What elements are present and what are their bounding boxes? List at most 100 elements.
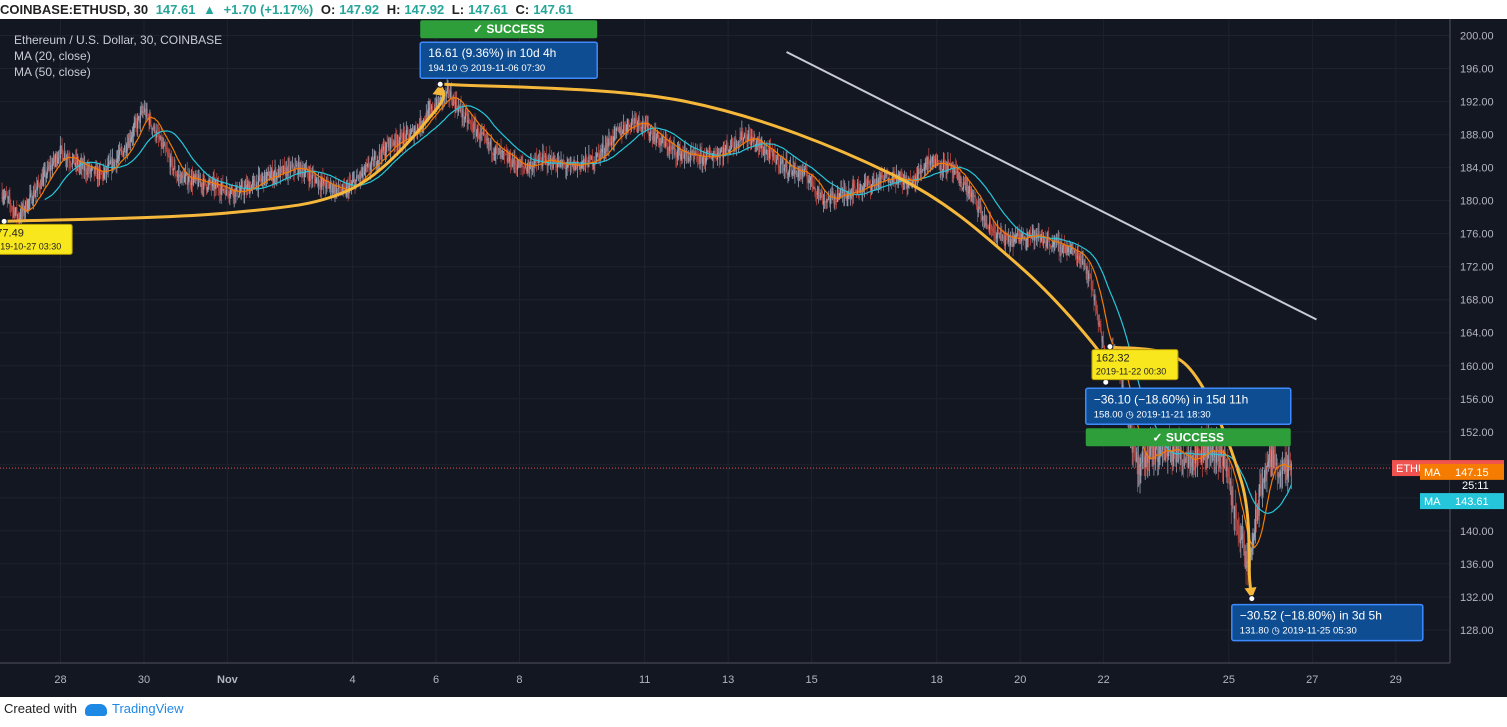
candle-body: [499, 148, 501, 155]
candle-body: [147, 115, 149, 118]
candle-body: [69, 161, 71, 164]
candle-body: [44, 170, 47, 179]
candle-body: [939, 166, 941, 170]
candle-body: [1058, 239, 1060, 252]
candle-body: [997, 229, 999, 235]
candle-body: [964, 182, 966, 185]
y-tick-label: 172.00: [1460, 262, 1494, 274]
candle-body: [885, 172, 887, 179]
candle-body: [641, 127, 643, 129]
candle-body: [394, 134, 396, 146]
measure-sub: 131.80 ◷ 2019-11-25 05:30: [1240, 626, 1357, 637]
candle-body: [1253, 533, 1255, 538]
candle-body: [381, 146, 383, 160]
candle-body: [686, 151, 688, 156]
candle-body: [1256, 507, 1258, 521]
candle-body: [1063, 245, 1065, 252]
candle-body: [1243, 539, 1245, 556]
candle-body: [155, 136, 157, 138]
candle-body: [236, 185, 238, 189]
candle-body: [1269, 449, 1272, 467]
candle-body: [230, 189, 232, 195]
axes: 200.00 196.00 192.00 188.00 184.00 180.00 176.…: [0, 19, 1504, 686]
candle-body: [890, 181, 892, 183]
candle-body: [279, 167, 281, 178]
candle-body: [849, 191, 851, 198]
candle-body: [160, 135, 162, 147]
low-value: 147.61: [468, 2, 508, 17]
candle-body: [385, 142, 387, 152]
candle-body: [317, 180, 320, 186]
candle-body: [94, 167, 96, 175]
candle-body: [367, 164, 369, 165]
candle-body: [828, 196, 830, 200]
success-badge-label: ✓ SUCCESS: [1153, 430, 1224, 444]
candle-body: [644, 120, 646, 130]
legend-ma50[interactable]: MA (50, close): [14, 65, 91, 79]
candle-body: [71, 164, 73, 166]
candle-body: [630, 121, 633, 130]
candle-body: [607, 142, 609, 147]
candle-body: [913, 175, 915, 181]
candle-body: [810, 175, 813, 179]
candle-body: [1287, 466, 1289, 478]
candle-body: [922, 169, 924, 172]
candle-body: [575, 162, 577, 171]
candle-body: [1201, 441, 1204, 460]
candle-body: [971, 192, 973, 196]
candle-body: [1082, 260, 1084, 265]
candle-body: [1244, 551, 1246, 556]
candle-body: [609, 138, 611, 143]
y-tick-label: 132.00: [1460, 592, 1494, 604]
candle-body: [72, 154, 74, 159]
candle-body: [1206, 442, 1208, 460]
candle-body: [739, 137, 741, 142]
candle-body: [792, 164, 794, 173]
candle-body: [237, 195, 240, 197]
tradingview-brand[interactable]: TradingView: [112, 701, 184, 716]
candle-body: [884, 175, 886, 179]
open-value: 147.92: [339, 2, 380, 17]
candle-body: [538, 158, 540, 161]
candle-body: [1259, 484, 1261, 489]
candle-body: [1210, 444, 1212, 457]
x-tick-label: 8: [516, 674, 522, 686]
candle-body: [1020, 239, 1022, 242]
candle-body: [76, 157, 78, 165]
legend-ma20[interactable]: MA (20, close): [14, 49, 91, 63]
candle-body: [629, 125, 632, 130]
candle-body: [926, 162, 928, 164]
symbol-name[interactable]: COINBASE:ETHUSD, 30: [0, 2, 149, 17]
candle-body: [262, 176, 264, 179]
candle-body: [383, 146, 385, 151]
candle-body: [271, 169, 274, 182]
candle-body: [485, 137, 487, 141]
candle-body: [736, 144, 739, 147]
candle-body: [876, 178, 878, 185]
candle-body: [749, 134, 751, 137]
candle-body: [1245, 551, 1247, 568]
candle-body: [376, 165, 378, 167]
candle-body: [152, 128, 154, 130]
candle-body: [211, 180, 214, 187]
candle-body: [1255, 509, 1258, 521]
candle-body: [634, 117, 636, 124]
price-chart[interactable]: 177.49 2019-10-27 03:30 162.32 2019-11-22 0…: [0, 19, 1507, 697]
candle-body: [217, 184, 219, 188]
candle-body: [829, 196, 831, 204]
candle-body: [390, 138, 392, 150]
candle-body: [330, 183, 332, 187]
candle-body: [19, 218, 21, 220]
close-value: 147.61: [533, 2, 573, 17]
candle-body: [942, 170, 944, 171]
candle-body: [697, 160, 699, 162]
candle-body: [956, 170, 959, 173]
candle-body: [240, 186, 242, 192]
candle-body: [782, 159, 784, 163]
candle-body: [210, 184, 213, 187]
candle-body: [268, 171, 270, 180]
candle-body: [30, 192, 32, 195]
candle-body: [730, 138, 733, 149]
ma50-price-label-bg: [1420, 493, 1504, 510]
candle-body: [822, 201, 825, 204]
